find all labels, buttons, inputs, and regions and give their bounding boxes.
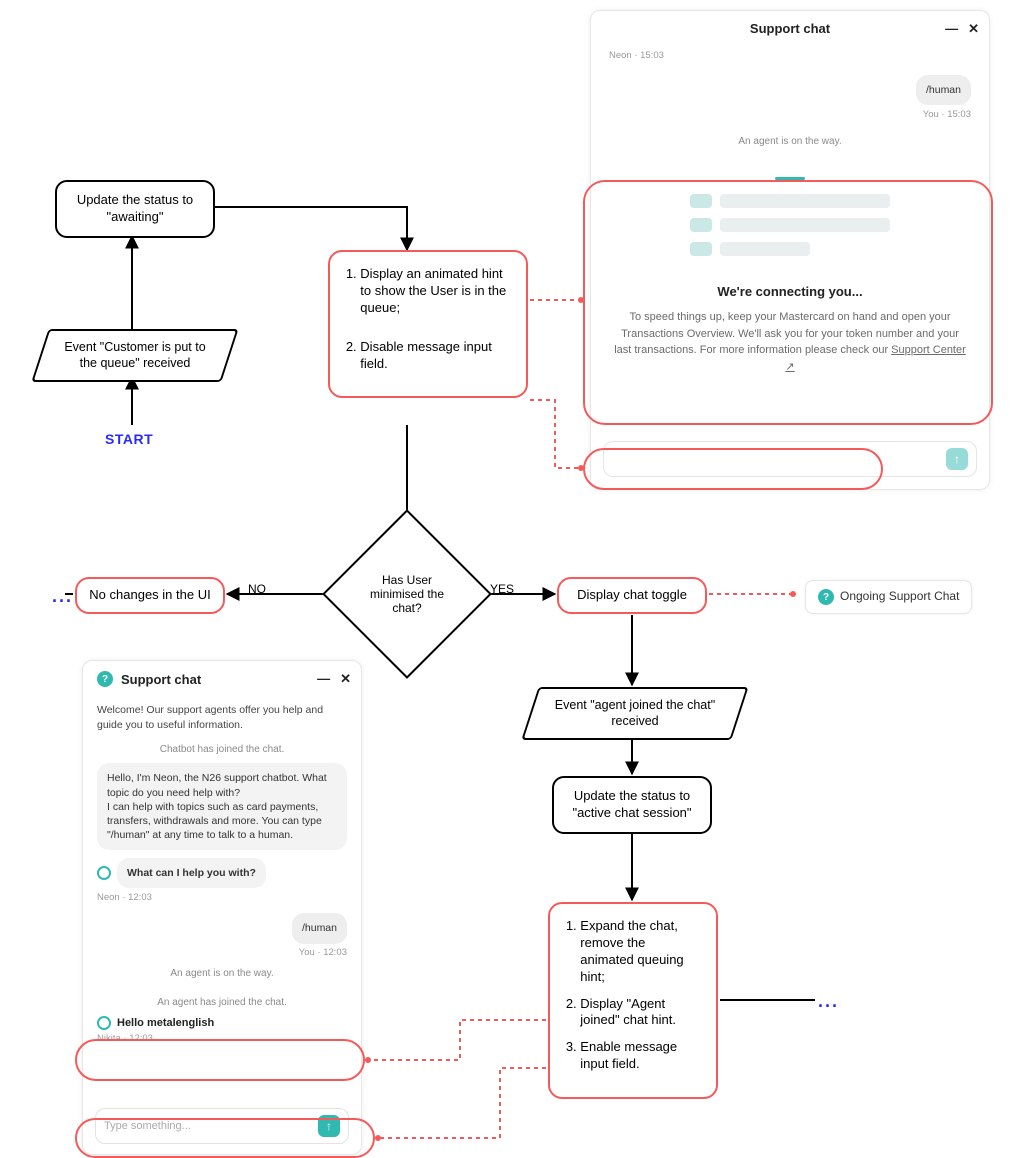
- flowchart-canvas: { "type": "flowchart", "colors": { "blac…: [0, 0, 1011, 1155]
- close-icon[interactable]: ✕: [968, 21, 979, 37]
- spinner-icon: [775, 177, 805, 180]
- chat-title: Support chat: [750, 21, 830, 36]
- ellipsis-left: ...: [52, 585, 73, 608]
- bot-meta: Neon · 12:03: [97, 892, 347, 903]
- send-icon[interactable]: ↑: [318, 1115, 340, 1137]
- agent-avatar-icon: [97, 1016, 111, 1030]
- chat-title: Support chat: [121, 672, 201, 687]
- chat-header: Support chat — ✕: [591, 11, 989, 46]
- node-text: Display chat toggle: [577, 587, 687, 602]
- node-text: Update the status to "awaiting": [77, 192, 193, 224]
- chat-input-enabled[interactable]: Type something... ↑: [95, 1108, 349, 1144]
- user-meta: You · 12:03: [97, 947, 347, 958]
- bot-joined-text: Chatbot has joined the chat.: [83, 744, 361, 755]
- active-action-1: Expand the chat, remove the animated que…: [580, 918, 700, 986]
- minimize-icon[interactable]: —: [317, 671, 330, 687]
- close-icon[interactable]: ✕: [340, 671, 351, 687]
- node-text: Has User minimised the chat?: [347, 534, 467, 654]
- node-text: Update the status to "active chat sessio…: [572, 788, 691, 820]
- node-decision: Has User minimised the chat?: [347, 534, 467, 654]
- question-icon: ?: [818, 589, 834, 605]
- node-text: No changes in the UI: [89, 587, 210, 602]
- toggle-pill[interactable]: ? Ongoing Support Chat: [805, 580, 972, 614]
- agent-joined-text: An agent has joined the chat.: [97, 997, 347, 1008]
- question-icon: ?: [97, 671, 113, 687]
- node-no-changes: No changes in the UI: [75, 577, 225, 614]
- node-event-queue: Event "Customer is put to the queue" rec…: [40, 329, 230, 382]
- chat-mock-joined: ? Support chat — ✕ Welcome! Our support …: [82, 660, 362, 1155]
- chat-mock-connecting: Support chat — ✕ Neon · 15:03 /human You…: [590, 10, 990, 490]
- input-placeholder: Type something...: [104, 1120, 310, 1132]
- sender-meta: Neon · 15:03: [609, 50, 971, 61]
- node-text: Event "agent joined the chat" received: [532, 689, 738, 738]
- chat-input-disabled: ↑: [603, 441, 977, 477]
- agent-on-way-text: An agent is on the way.: [97, 968, 347, 979]
- user-meta: You · 15:03: [609, 109, 971, 120]
- minimize-icon[interactable]: —: [945, 21, 958, 37]
- node-update-awaiting: Update the status to "awaiting": [55, 180, 215, 238]
- edge-label-yes: YES: [490, 582, 514, 596]
- bot-message: Hello, I'm Neon, the N26 support chatbot…: [97, 763, 347, 850]
- agent-greeting: Hello metalenglish: [117, 1017, 214, 1029]
- active-action-2: Display "Agent joined" chat hint.: [580, 996, 700, 1030]
- toggle-pill-label: Ongoing Support Chat: [840, 589, 959, 605]
- node-queue-actions: Display an animated hint to show the Use…: [328, 250, 528, 398]
- ellipsis-right: ...: [818, 990, 839, 1013]
- edge-label-no: NO: [248, 582, 266, 596]
- user-message: /human: [292, 913, 347, 943]
- start-label: START: [105, 430, 153, 448]
- connecting-title: We're connecting you...: [609, 284, 971, 299]
- node-event-agent: Event "agent joined the chat" received: [530, 687, 740, 740]
- active-action-3: Enable message input field.: [580, 1039, 700, 1073]
- bot-prompt: What can I help you with?: [117, 858, 266, 888]
- agent-on-way-text: An agent is on the way.: [609, 136, 971, 147]
- bot-avatar-icon: [97, 866, 111, 880]
- node-text: Event "Customer is put to the queue" rec…: [42, 331, 228, 380]
- chat-header: ? Support chat — ✕: [83, 661, 361, 697]
- send-icon: ↑: [946, 448, 968, 470]
- welcome-text: Welcome! Our support agents offer you he…: [83, 697, 361, 732]
- node-update-active: Update the status to "active chat sessio…: [552, 776, 712, 834]
- queue-action-2: Disable message input field.: [360, 339, 510, 373]
- queue-action-1: Display an animated hint to show the Use…: [360, 266, 510, 317]
- node-display-toggle: Display chat toggle: [557, 577, 707, 614]
- agent-meta: Nikita · 12:03: [97, 1033, 347, 1044]
- node-active-actions: Expand the chat, remove the animated que…: [548, 902, 718, 1099]
- user-message: /human: [916, 75, 971, 105]
